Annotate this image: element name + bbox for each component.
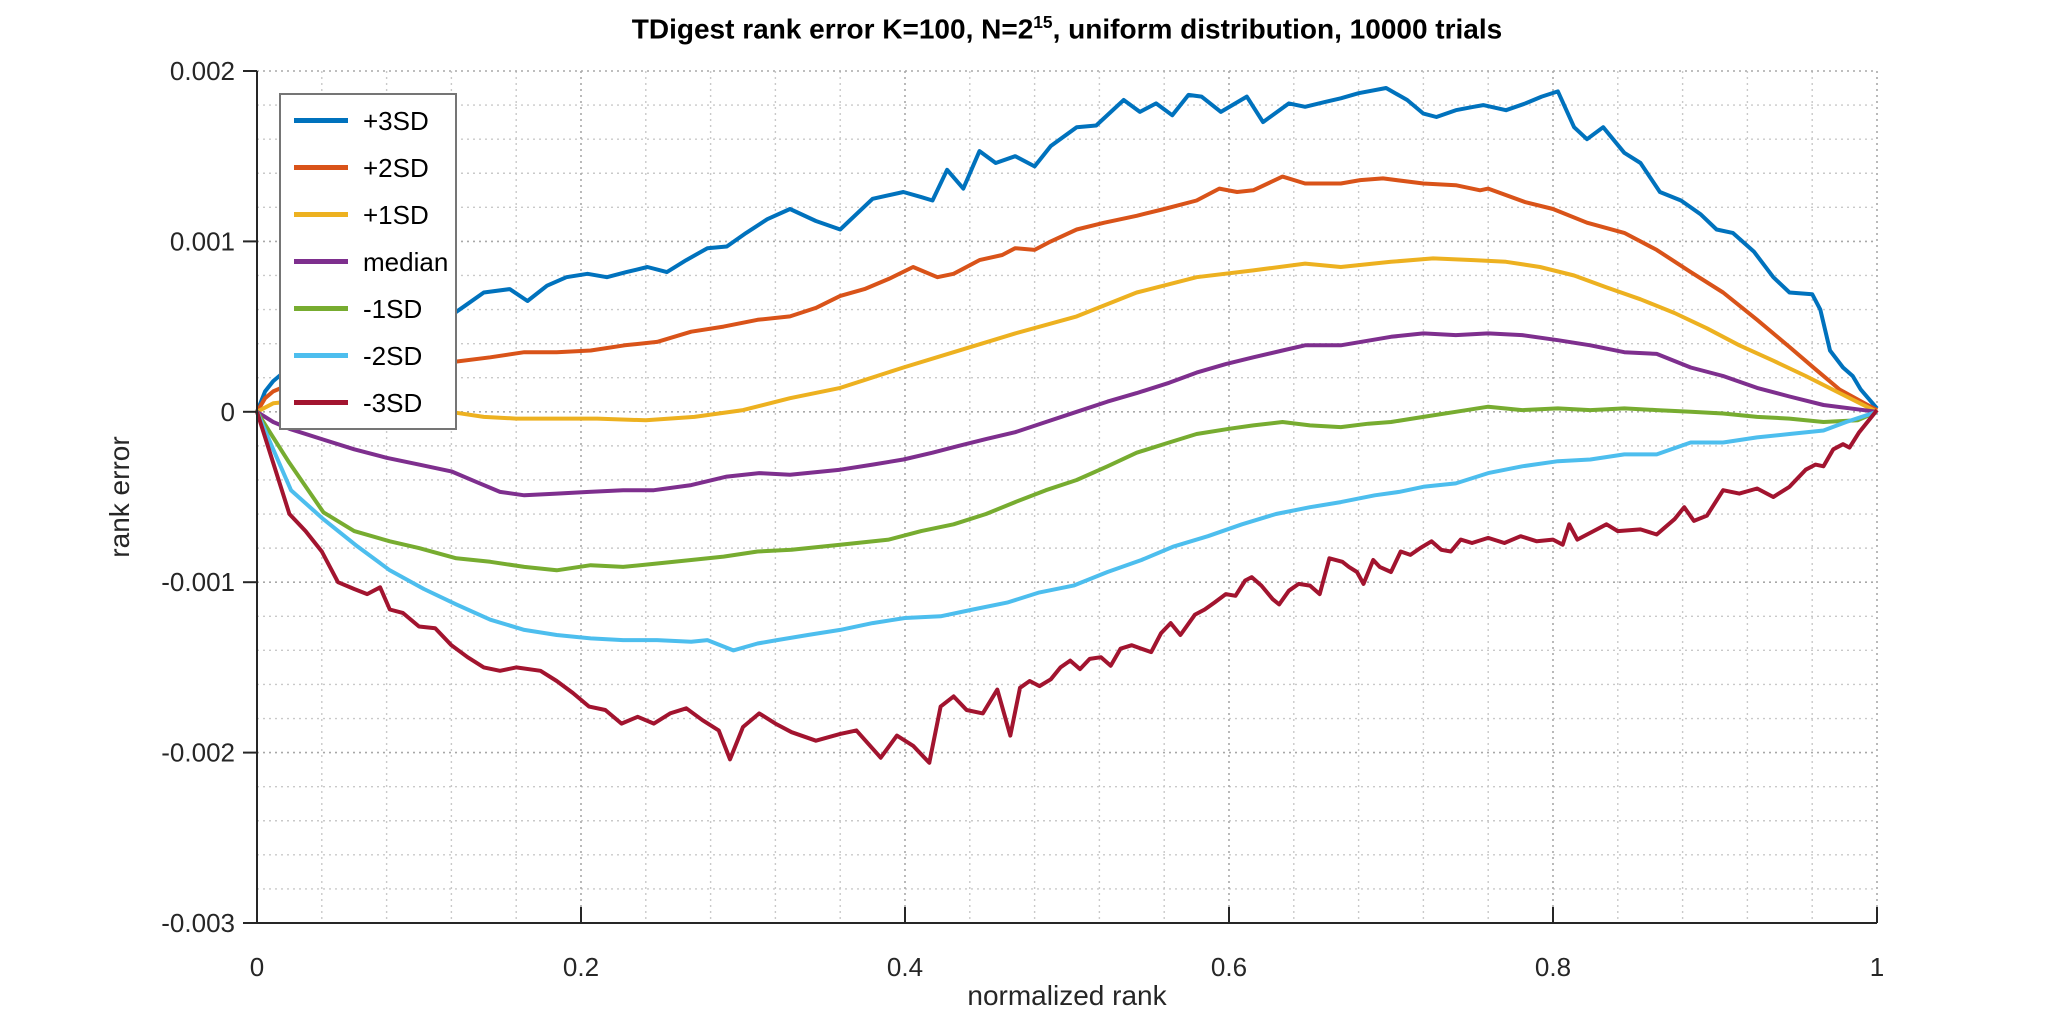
legend-line-sample (294, 306, 348, 311)
legend-item-label: median (363, 246, 449, 277)
y-tick-label: 0 (221, 397, 235, 427)
y-axis-label: rank error (104, 436, 135, 558)
legend-item: median (281, 238, 455, 285)
chart-title-superscript: 15 (1033, 12, 1053, 32)
legend-item-label: +3SD (363, 105, 429, 136)
legend-item-label: -3SD (363, 387, 423, 418)
x-tick-label: 0.6 (1211, 952, 1247, 982)
x-tick-label: 1 (1870, 952, 1884, 982)
chart-title-suffix: , uniform distribution, 10000 trials (1052, 13, 1503, 45)
chart-title-prefix: TDigest rank error K=100, N=2 (631, 13, 1034, 45)
x-axis-label: normalized rank (967, 980, 1167, 1011)
series-line--1SD (255, 404, 1878, 573)
y-tick-label: -0.003 (161, 908, 235, 938)
x-tick-label: 0.2 (563, 952, 599, 982)
axes (243, 70, 1878, 924)
legend-item: +3SD (281, 97, 455, 144)
legend-item: -1SD (281, 285, 455, 332)
legend-item: -2SD (281, 332, 455, 379)
legend-line-sample (294, 118, 348, 123)
y-tick-label: 0.001 (170, 226, 235, 256)
chart-title: TDigest rank error K=100, N=215, uniform… (257, 12, 1877, 45)
series-line-+1SD (256, 256, 1878, 423)
series-line-+3SD (255, 86, 1879, 413)
legend: +3SD +2SD +1SD median -1SD -2SD -3SD (279, 93, 457, 430)
minor-grid (257, 71, 1877, 923)
legend-item: -3SD (281, 379, 455, 426)
tick-labels: 0.002 0.001 0 -0.001 -0.002 -0.003 0 0.2 0.4 0.6 0… (161, 56, 1884, 982)
legend-line-sample (294, 212, 348, 217)
series-line-median (255, 331, 1878, 498)
legend-item-label: -1SD (363, 293, 423, 324)
legend-item-label: -2SD (363, 340, 423, 371)
x-tick-label: 0.4 (887, 952, 923, 982)
legend-item-label: +1SD (363, 199, 429, 230)
y-tick-label: -0.001 (161, 567, 235, 597)
y-tick-label: 0.002 (170, 56, 235, 86)
major-grid (257, 70, 1878, 923)
series-group (255, 86, 1879, 765)
legend-line-sample (294, 259, 348, 264)
series-line--2SD (255, 409, 1878, 653)
legend-item: +2SD (281, 144, 455, 191)
legend-line-sample (294, 353, 348, 358)
series-line--3SD (255, 408, 1879, 765)
legend-item: +1SD (281, 191, 455, 238)
legend-item-label: +2SD (363, 152, 429, 183)
legend-line-sample (294, 400, 348, 405)
x-tick-label: 0 (250, 952, 264, 982)
series-line-+2SD (255, 174, 1878, 413)
y-tick-label: -0.002 (161, 738, 235, 768)
legend-line-sample (294, 165, 348, 170)
x-tick-label: 0.8 (1535, 952, 1571, 982)
